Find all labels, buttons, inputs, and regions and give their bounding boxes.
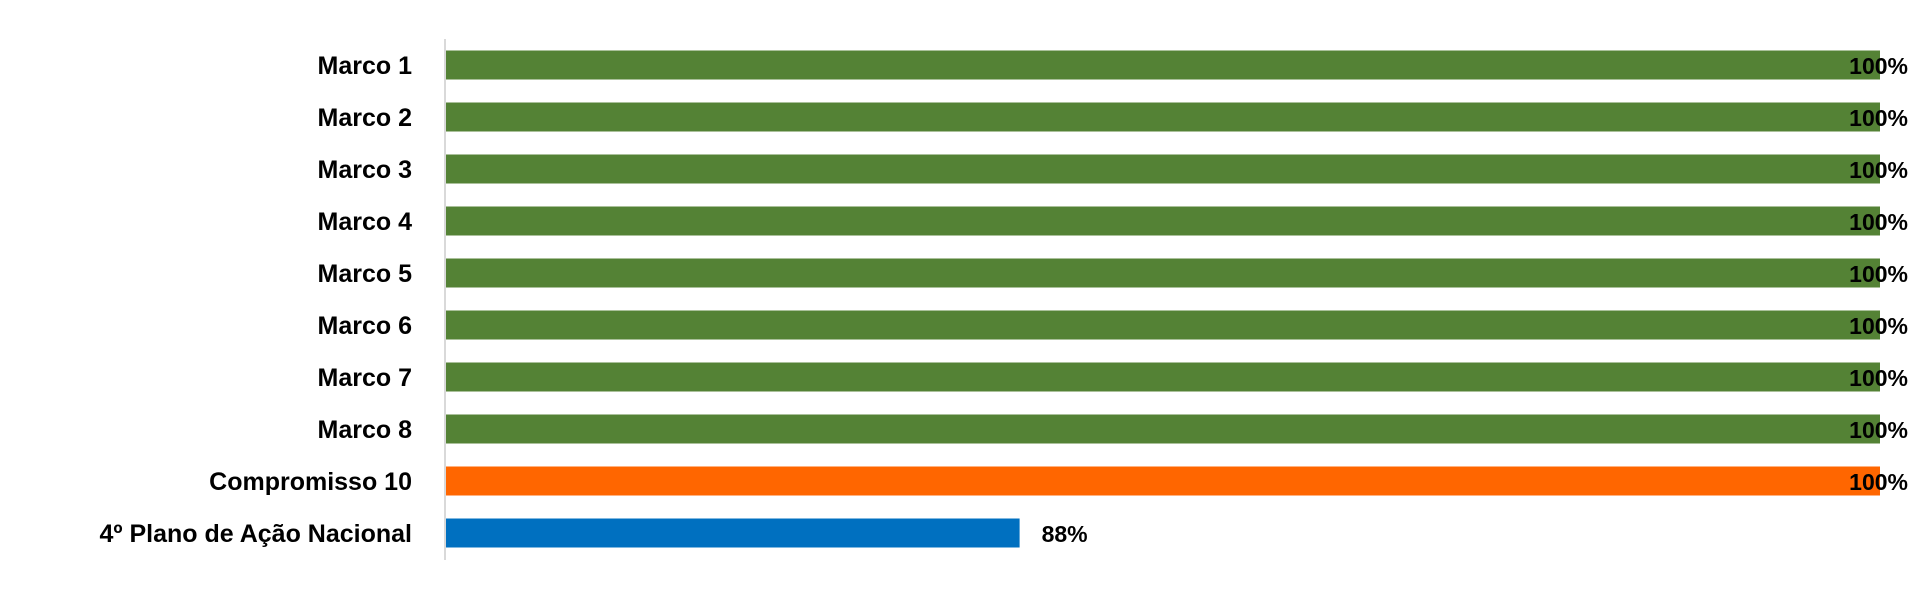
data-label: 88% — [1042, 521, 1088, 547]
category-label: Marco 8 — [318, 416, 413, 444]
data-label: 100% — [1849, 313, 1908, 339]
data-label: 100% — [1849, 261, 1908, 287]
bar — [446, 362, 1880, 392]
bar — [446, 154, 1880, 184]
category-label: Compromisso 10 — [209, 468, 412, 496]
bar — [446, 102, 1880, 132]
data-label: 100% — [1849, 469, 1908, 495]
category-label: Marco 2 — [318, 104, 412, 132]
bar — [446, 258, 1880, 288]
bar — [446, 310, 1880, 340]
data-label: 100% — [1849, 417, 1908, 443]
category-label: Marco 4 — [318, 208, 413, 236]
category-label: Marco 3 — [318, 156, 412, 184]
category-label: Marco 7 — [318, 364, 412, 392]
category-label: Marco 6 — [318, 312, 412, 340]
bar — [446, 466, 1880, 496]
data-label: 100% — [1849, 365, 1908, 391]
bar — [446, 414, 1880, 444]
bar — [446, 206, 1880, 236]
data-label: 100% — [1849, 53, 1908, 79]
bar — [446, 50, 1880, 80]
category-label: 4º Plano de Ação Nacional — [100, 520, 412, 548]
data-label: 100% — [1849, 105, 1908, 131]
data-label: 100% — [1849, 209, 1908, 235]
data-label: 100% — [1849, 157, 1908, 183]
bar — [446, 518, 1020, 548]
category-label: Marco 5 — [318, 260, 413, 288]
category-label: Marco 1 — [318, 52, 413, 80]
